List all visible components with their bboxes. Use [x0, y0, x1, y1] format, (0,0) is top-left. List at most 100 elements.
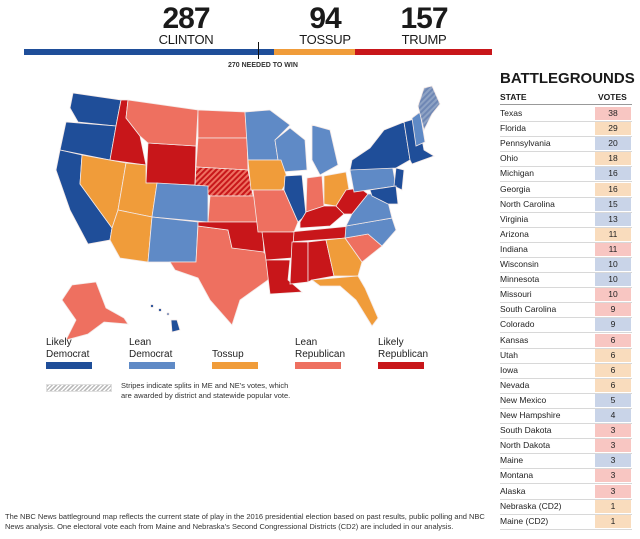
state-name: Florida: [500, 123, 526, 134]
state-wyoming: [145, 142, 197, 186]
state-name: New Mexico: [500, 394, 547, 405]
table-row: South Dakota 3: [500, 423, 632, 440]
table-row: Utah 6: [500, 348, 632, 364]
table-row: Montana 3: [500, 468, 632, 485]
tossup-tally: 94 TOSSUP: [285, 2, 365, 47]
trump-count: 157: [400, 2, 448, 35]
electoral-votes: 20: [595, 137, 631, 151]
header-divider: [500, 104, 632, 105]
legend-likely-democrat: Likely Democrat: [46, 337, 89, 361]
legend-swatch-lean-democrat: [129, 362, 175, 369]
legend-line1: Lean: [129, 337, 152, 348]
electoral-votes: 10: [595, 273, 631, 287]
state-name: Utah: [500, 349, 518, 360]
state-louisiana: [265, 259, 304, 295]
electoral-votes: 38: [595, 107, 631, 120]
state-maryland-delaware: [369, 185, 399, 205]
footnote-line1: The NBC News battleground map reflects t…: [5, 512, 485, 521]
legend-line2: Tossup: [212, 349, 244, 360]
footnote-line2: News analysis. One electoral vote each f…: [5, 522, 454, 531]
table-row: Maine 3: [500, 453, 632, 470]
electoral-votes: 1: [595, 499, 631, 513]
state-name: Minnesota: [500, 274, 540, 285]
trump-label: TRUMP: [401, 32, 447, 47]
state-name: Georgia: [500, 183, 531, 194]
table-row: Missouri 10: [500, 287, 632, 304]
table-row: Arizona 11: [500, 227, 632, 243]
electoral-votes: 6: [595, 333, 631, 347]
legend-swatch-lean-republican: [295, 362, 341, 369]
table-row: Nebraska (CD2) 1: [500, 499, 632, 515]
stripes-note-line1: Stripes indicate splits in ME and NE's v…: [121, 381, 289, 390]
state-missouri: [252, 189, 299, 233]
legend-lean-republican: Lean Republican: [295, 337, 345, 361]
clinton-tally: 287 CLINTON: [146, 2, 226, 47]
state-alabama: [307, 239, 335, 283]
electoral-votes: 29: [595, 122, 631, 136]
tossup-count: 94: [309, 2, 341, 35]
state-hawaii-islands: [150, 304, 154, 308]
footnote: The NBC News battleground map reflects t…: [5, 512, 605, 532]
legend-swatch-tossup: [212, 362, 258, 369]
table-row: North Dakota 3: [500, 438, 632, 455]
state-washington: [69, 92, 122, 127]
state-name: Arizona: [500, 228, 529, 239]
table-row: Kansas 6: [500, 333, 632, 349]
state-column-header: STATE: [500, 92, 527, 102]
electoral-votes: 15: [595, 197, 631, 211]
electoral-votes: 9: [595, 303, 631, 317]
state-hawaii: [170, 319, 181, 333]
legend-stripes-swatch: [46, 384, 112, 392]
state-kansas: [207, 195, 259, 223]
state-new-mexico: [147, 216, 199, 263]
legend-line2: Democrat: [129, 349, 173, 360]
state-iowa: [247, 159, 289, 191]
clinton-count: 287: [162, 2, 210, 35]
table-row: Pennsylvania 20: [500, 136, 632, 153]
table-row: South Carolina 9: [500, 302, 632, 319]
state-michigan: [311, 124, 339, 176]
stripes-note-line2: are awarded by district and statewide po…: [121, 391, 291, 400]
state-name: Colorado: [500, 319, 535, 330]
state-name: Ohio: [500, 153, 518, 164]
state-new-york: [349, 121, 411, 171]
legend-swatch-likely-republican: [378, 362, 424, 369]
electoral-votes: 11: [595, 242, 631, 256]
battlegrounds-title: BATTLEGROUNDS: [500, 70, 635, 87]
table-row: Texas 38: [500, 106, 632, 122]
state-florida: [310, 275, 379, 327]
state-south-dakota: [195, 137, 249, 171]
electoral-votes: 6: [595, 348, 631, 362]
state-name: Montana: [500, 470, 534, 481]
state-name: Wisconsin: [500, 259, 539, 269]
state-virginia: [345, 193, 393, 227]
clinton-label: CLINTON: [158, 32, 214, 47]
state-name: New Hampshire: [500, 410, 561, 420]
state-name: Missouri: [500, 289, 532, 300]
electoral-votes: 6: [595, 363, 631, 377]
electoral-votes: 9: [595, 318, 631, 332]
state-name: South Dakota: [500, 425, 552, 436]
electoral-votes: 3: [595, 469, 631, 483]
electoral-votes: 1: [595, 514, 631, 528]
table-row: Michigan 16: [500, 166, 632, 183]
electoral-votes: 10: [595, 288, 631, 302]
trump-bar: [355, 49, 492, 55]
legend-line1: Likely: [378, 337, 404, 348]
state-georgia: [325, 237, 363, 277]
table-row: Georgia 16: [500, 182, 632, 198]
clinton-bar: [24, 49, 274, 55]
legend-swatch-likely-democrat: [46, 362, 92, 369]
legend-line2: Republican: [378, 349, 429, 360]
legend-likely-republican: Likely Republican: [378, 337, 428, 361]
table-row: Colorado 9: [500, 317, 632, 334]
state-name: Alaska: [500, 485, 526, 496]
table-row: Indiana 11: [500, 242, 632, 258]
electoral-votes: 3: [595, 439, 631, 453]
table-row: New Hampshire 4: [500, 408, 632, 424]
electoral-votes: 6: [595, 378, 631, 392]
state-new-hampshire: [411, 111, 426, 147]
votes-column-header: VOTES: [598, 92, 627, 102]
state-name: Virginia: [500, 213, 529, 224]
table-row: Minnesota 10: [500, 272, 632, 289]
